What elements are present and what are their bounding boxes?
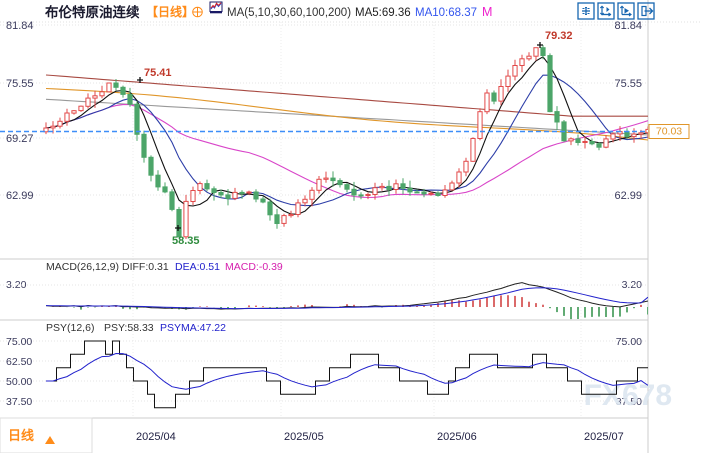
svg-text:MA5:69.36: MA5:69.36	[355, 7, 411, 19]
svg-text:70.03: 70.03	[656, 126, 682, 138]
svg-text:DIFF:0.31: DIFF:0.31	[122, 261, 169, 273]
svg-text:M: M	[482, 5, 492, 19]
svg-text:62.99: 62.99	[614, 190, 642, 202]
svg-text:PSY(12,6): PSY(12,6)	[46, 322, 94, 334]
svg-text:75.00: 75.00	[616, 336, 642, 348]
svg-text:81.84: 81.84	[614, 20, 642, 32]
svg-text:79.32: 79.32	[545, 30, 573, 42]
svg-text:MA10:68.37: MA10:68.37	[415, 7, 477, 19]
svg-text:2025/05: 2025/05	[284, 431, 324, 443]
svg-text:MA(5,10,30,60,100,200): MA(5,10,30,60,100,200)	[227, 7, 351, 19]
svg-text:62.50: 62.50	[6, 356, 32, 368]
svg-text:37.50: 37.50	[6, 396, 32, 408]
svg-text:69.27: 69.27	[6, 133, 34, 145]
svg-text:50.00: 50.00	[6, 376, 32, 388]
svg-text:75.41: 75.41	[144, 67, 172, 79]
svg-text:日线: 日线	[8, 428, 34, 443]
svg-text:DEA:0.51: DEA:0.51	[175, 261, 220, 273]
svg-text:75.00: 75.00	[6, 336, 32, 348]
svg-text:75.55: 75.55	[6, 78, 34, 90]
svg-text:PSYMA:47.22: PSYMA:47.22	[160, 322, 226, 334]
svg-text:2025/07: 2025/07	[584, 431, 624, 443]
svg-text:MACD(26,12,9): MACD(26,12,9)	[46, 261, 119, 273]
svg-text:58.35: 58.35	[172, 235, 200, 247]
svg-text:75.55: 75.55	[614, 78, 642, 90]
svg-text:布伦特原油连续: 布伦特原油连续	[45, 4, 140, 20]
svg-text:2025/04: 2025/04	[136, 431, 176, 443]
svg-text:PSY:58.33: PSY:58.33	[104, 322, 154, 334]
svg-text:【日线】: 【日线】	[146, 4, 194, 19]
svg-text:MACD:-0.39: MACD:-0.39	[225, 261, 283, 273]
svg-text:81.84: 81.84	[6, 20, 34, 32]
svg-text:62.99: 62.99	[6, 190, 34, 202]
svg-text:2025/06: 2025/06	[437, 431, 477, 443]
